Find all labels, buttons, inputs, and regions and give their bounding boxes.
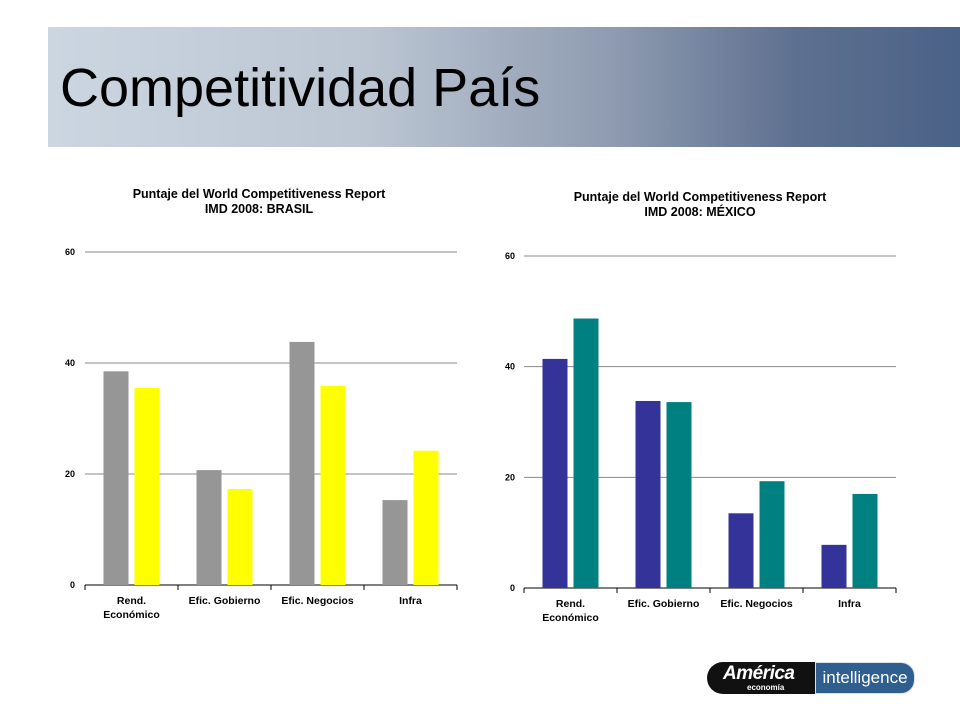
chart-title-line: IMD 2008: MÉXICO [644,204,755,219]
chart-title-line: Puntaje del World Competitiveness Report [574,190,827,204]
bar-series-1 [196,470,222,585]
bar-series-2 [413,450,439,585]
bar-series-1 [542,358,568,588]
y-tick-label: 60 [65,247,75,257]
category-label: Infra [838,598,861,610]
bar-series-2 [320,385,346,585]
bar-series-1 [635,400,661,588]
y-tick-label: 0 [70,580,75,590]
y-tick-label: 60 [505,251,515,261]
y-tick-label: 20 [505,472,515,482]
y-tick-label: 20 [65,469,75,479]
bar-series-1 [289,341,315,585]
bar-series-2 [227,488,253,585]
category-label: Infra [399,595,422,607]
bar-series-1 [103,371,129,585]
category-label: Efic. Gobierno [628,598,700,610]
logo-product-text: intelligence [815,662,915,694]
bar-series-1 [821,544,847,588]
page-title: Competitividad País [60,58,541,118]
category-label: Efic. Gobierno [189,595,261,607]
logo-brand-text: América [723,663,795,684]
logo-brand-block: América economía [707,662,825,694]
chart-title-line: Puntaje del World Competitiveness Report [133,187,386,201]
category-label: Rend. [117,595,146,607]
bar-series-1 [382,500,408,585]
category-label: Efic. Negocios [281,595,354,607]
y-tick-label: 40 [65,358,75,368]
bar-series-2 [759,481,785,588]
chart-title-line: IMD 2008: BRASIL [205,202,314,216]
logo-sub-text: economía [747,683,785,692]
title-banner: Competitividad País [48,27,960,147]
category-label: Económico [542,612,599,624]
category-label: Rend. [556,598,585,610]
america-intelligence-logo: América economía intelligence [707,662,915,694]
category-label: Económico [103,609,160,621]
bar-series-2 [666,402,692,588]
bar-series-1 [728,513,754,588]
bar-series-2 [852,493,878,588]
y-tick-label: 0 [510,583,515,593]
bar-series-2 [134,387,160,585]
bar-series-2 [573,318,599,588]
y-tick-label: 40 [505,362,515,372]
category-label: Efic. Negocios [720,598,793,610]
